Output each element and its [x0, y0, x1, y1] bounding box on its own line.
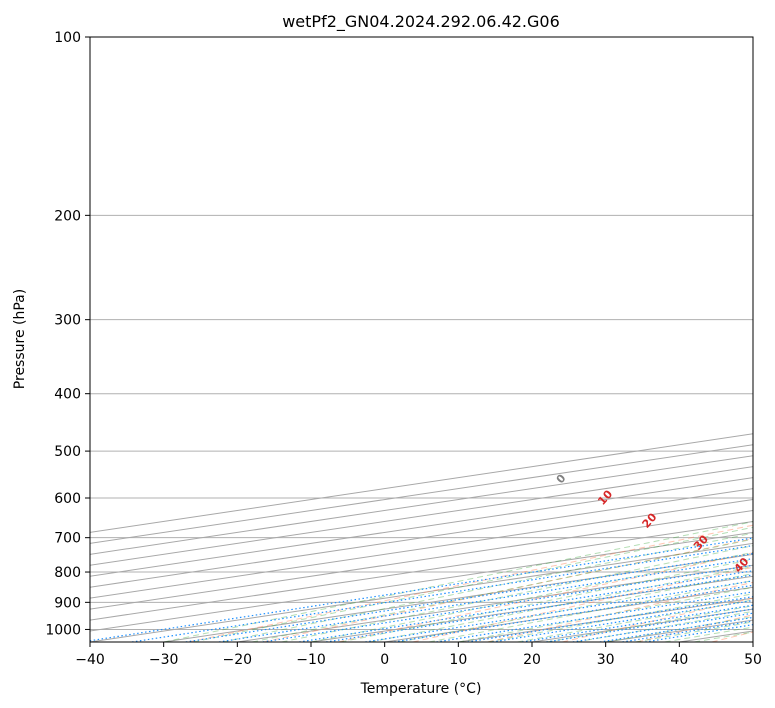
- plot-area: [90, 37, 753, 642]
- x-tick-label: 0: [380, 652, 389, 668]
- mixing-ratio-line: [326, 574, 753, 642]
- moist-adiabat-line: [428, 580, 753, 642]
- moist-adiabat-line: [369, 565, 753, 642]
- x-tick-label: 20: [523, 652, 541, 668]
- y-tick-label: 300: [54, 313, 81, 329]
- dry-adiabat-line: [188, 524, 753, 642]
- y-tick-label: 800: [54, 565, 81, 581]
- chart-title: wetPf2_GN04.2024.292.06.42.G06: [282, 12, 560, 32]
- isotherm-line: [90, 488, 753, 588]
- x-tick-label: −30: [149, 652, 179, 668]
- y-axis: 100 200 300 400 500 600 700 800 900 1000: [45, 30, 90, 638]
- x-tick-label: −10: [296, 652, 326, 668]
- moist-adiabat-line: [458, 586, 753, 642]
- isotherm-line: [90, 444, 753, 544]
- x-tick-label: 40: [670, 652, 688, 668]
- isotherm-line: [90, 477, 753, 577]
- moist-adiabat-line: [252, 538, 753, 642]
- moist-adiabat-line: [310, 551, 753, 642]
- y-axis-title: Pressure (hPa): [12, 289, 28, 389]
- y-tick-label: 200: [54, 208, 81, 224]
- y-tick-label: 100: [54, 30, 81, 46]
- y-tick-label: 600: [54, 491, 81, 507]
- y-tick-label: 700: [54, 531, 81, 547]
- isotherm-line: [90, 531, 753, 632]
- y-tick-label: 500: [54, 444, 81, 460]
- y-tick-label: 900: [54, 595, 81, 611]
- moist-adiabat-line: [487, 593, 753, 642]
- x-tick-label: 10: [449, 652, 467, 668]
- mixing-ratio-line: [262, 564, 753, 642]
- isotherm-line: [90, 466, 753, 566]
- isotherm-line: [90, 509, 753, 610]
- x-tick-label: 50: [744, 652, 762, 668]
- plot-frame: [89, 36, 754, 643]
- isotherm-line: [90, 499, 753, 599]
- mixing-ratio-line: [299, 570, 753, 642]
- isotherm-line: [90, 455, 753, 555]
- x-tick-label: −20: [223, 652, 253, 668]
- background-lines: [90, 37, 753, 642]
- moist-adiabat-line: [163, 521, 753, 642]
- y-tick-label: 400: [54, 387, 81, 403]
- y-tick-label: 1000: [45, 622, 81, 638]
- x-axis: −40 −30 −20 −10 0 10 20 30 40 50: [75, 642, 762, 668]
- x-tick-label: −40: [75, 652, 105, 668]
- moist-adiabat-line: [193, 526, 753, 642]
- x-tick-label: 30: [597, 652, 615, 668]
- mixing-ratio-line: [365, 580, 753, 642]
- isotherm-line: [90, 520, 753, 621]
- x-axis-title: Temperature (°C): [360, 681, 482, 697]
